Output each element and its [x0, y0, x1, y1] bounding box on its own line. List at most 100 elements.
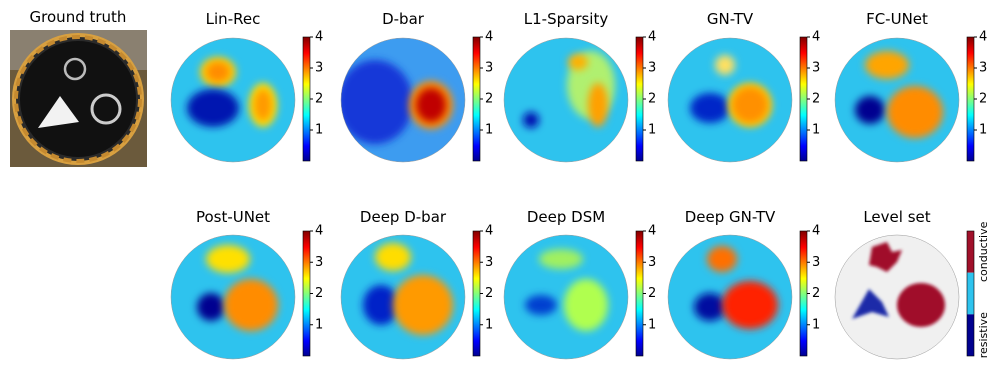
- reconstruction: [835, 38, 959, 162]
- colorbar: [799, 230, 808, 357]
- blob: [732, 87, 768, 123]
- colorbar-tick-label: 3: [315, 61, 323, 76]
- panel-title: Post-UNet: [196, 208, 270, 226]
- colorbar: [966, 36, 975, 162]
- colorbar-tick-label: 3: [648, 255, 656, 270]
- reconstruction: [668, 38, 792, 162]
- panel-title: D-bar: [382, 10, 425, 28]
- colorbar-frame: [966, 230, 975, 357]
- colorbar-tick-label: 3: [648, 61, 656, 76]
- blob: [375, 243, 411, 271]
- colorbar-tick-label: 1: [315, 123, 323, 138]
- ground-truth-photo: [10, 30, 147, 167]
- panel-title: Deep D-bar: [360, 208, 447, 226]
- blob: [206, 62, 230, 82]
- panel-title: Deep DSM: [527, 208, 605, 226]
- blob: [887, 86, 943, 138]
- panel-title: Deep GN-TV: [685, 208, 776, 226]
- colorbar-tick-label: 2: [315, 92, 323, 107]
- reconstruction: [171, 235, 295, 359]
- colorbar-tick-label: 4: [485, 224, 493, 239]
- colorbar-tick-label: 1: [648, 123, 656, 138]
- colorbar-tick-label: 1: [315, 317, 323, 332]
- colorbar-segment: [967, 231, 974, 273]
- colorbar-tick-label: 2: [315, 286, 323, 301]
- colorbar-tick-label: 2: [485, 92, 493, 107]
- colorbar-tick-label: 2: [648, 92, 656, 107]
- colorbar-tick-label: 4: [648, 224, 656, 239]
- colorbar: [635, 230, 644, 357]
- blob: [416, 88, 446, 122]
- colorbar-tick-label: 1: [648, 317, 656, 332]
- colorbar-tick-label: 3: [485, 61, 493, 76]
- blob: [363, 285, 399, 325]
- colorbar-tick-label: 2: [812, 92, 820, 107]
- blob: [690, 93, 730, 123]
- domain-border: [503, 37, 629, 163]
- blob: [254, 89, 272, 121]
- colorbar-tick-label: 4: [979, 30, 987, 45]
- colorbar-segment: [967, 272, 974, 315]
- colorbar-tick-label: 4: [812, 30, 820, 45]
- panel-title: L1-Sparsity: [524, 10, 609, 28]
- colorbar-segment: [967, 314, 974, 356]
- blob: [187, 89, 239, 127]
- reconstruction: [171, 38, 295, 162]
- blob: [568, 54, 588, 70]
- reconstruction: [835, 235, 959, 359]
- blob: [588, 83, 608, 127]
- colorbar-tick-label: 3: [812, 255, 820, 270]
- domain-border: [834, 234, 960, 360]
- colorbar-tick-label: 4: [648, 30, 656, 45]
- colorbar: [472, 230, 481, 357]
- domain-border: [340, 37, 466, 163]
- domain-border: [834, 37, 960, 163]
- colorbar-tick-label: 4: [315, 30, 323, 45]
- ground-truth-title: Ground truth: [30, 8, 127, 26]
- blob: [722, 281, 778, 329]
- colorbar-tick-label: 3: [315, 255, 323, 270]
- blob: [855, 96, 885, 124]
- colorbar-tick-label: 2: [648, 286, 656, 301]
- colorbar: [302, 230, 311, 357]
- panel-title: GN-TV: [707, 10, 754, 28]
- blob: [341, 60, 413, 144]
- colorbar-label: conductive: [977, 221, 990, 282]
- blob: [694, 293, 726, 321]
- panel-title: Level set: [863, 208, 930, 226]
- reconstruction: [341, 38, 465, 162]
- blob: [865, 51, 909, 79]
- domain-border: [170, 234, 296, 360]
- blob: [393, 275, 453, 335]
- blob: [197, 293, 225, 321]
- colorbar-tick-label: 4: [485, 30, 493, 45]
- blob: [523, 112, 539, 128]
- panel-title: FC-UNet: [866, 10, 928, 28]
- domain-border: [340, 234, 466, 360]
- blob: [539, 249, 583, 269]
- colorbar-tick-label: 4: [315, 224, 323, 239]
- conductive-region: [869, 242, 902, 272]
- colorbar-tick-label: 3: [812, 61, 820, 76]
- colorbar: [635, 36, 644, 162]
- blob: [715, 55, 735, 75]
- blob: [525, 295, 557, 315]
- resistive-region: [852, 289, 889, 319]
- colorbar: [799, 36, 808, 162]
- colorbar-tick-label: 3: [485, 255, 493, 270]
- blob: [564, 279, 608, 331]
- colorbar-label: resistive: [977, 312, 990, 358]
- colorbar-tick-label: 2: [979, 92, 987, 107]
- conductive-region: [897, 283, 945, 327]
- colorbar-tick-label: 1: [812, 123, 820, 138]
- colorbar-tick-label: 1: [485, 123, 493, 138]
- colorbar-tick-label: 1: [485, 317, 493, 332]
- reconstruction: [504, 235, 628, 359]
- reconstruction: [341, 235, 465, 359]
- domain-border: [667, 234, 793, 360]
- reconstruction: [504, 38, 628, 162]
- reconstruction: [668, 235, 792, 359]
- colorbar: [302, 36, 311, 162]
- domain-border: [170, 37, 296, 163]
